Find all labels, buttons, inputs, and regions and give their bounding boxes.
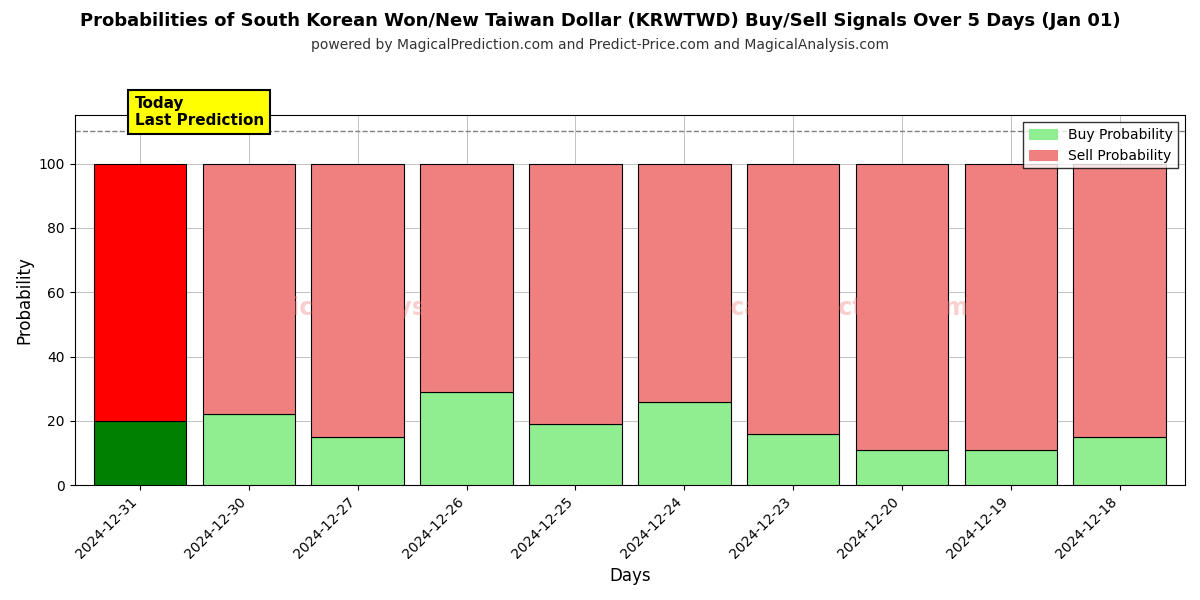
Bar [420, 392, 512, 485]
Text: MagicalPrediction.com: MagicalPrediction.com [667, 296, 970, 320]
Y-axis label: Probability: Probability [16, 256, 34, 344]
Text: MagicalAnalysis.com: MagicalAnalysis.com [236, 296, 512, 320]
Bar [203, 415, 295, 485]
Bar [420, 164, 512, 392]
Bar [1074, 164, 1166, 437]
Bar [965, 164, 1057, 450]
Bar [638, 164, 731, 401]
Bar [746, 434, 839, 485]
Text: powered by MagicalPrediction.com and Predict-Price.com and MagicalAnalysis.com: powered by MagicalPrediction.com and Pre… [311, 38, 889, 52]
Bar [529, 164, 622, 424]
Text: Today
Last Prediction: Today Last Prediction [134, 96, 264, 128]
Bar [94, 164, 186, 421]
X-axis label: Days: Days [610, 567, 650, 585]
Bar [94, 421, 186, 485]
Bar [638, 401, 731, 485]
Bar [746, 164, 839, 434]
Legend: Buy Probability, Sell Probability: Buy Probability, Sell Probability [1024, 122, 1178, 169]
Bar [312, 437, 404, 485]
Bar [965, 450, 1057, 485]
Bar [312, 164, 404, 437]
Bar [1074, 437, 1166, 485]
Bar [203, 164, 295, 415]
Bar [856, 450, 948, 485]
Bar [856, 164, 948, 450]
Text: Probabilities of South Korean Won/New Taiwan Dollar (KRWTWD) Buy/Sell Signals Ov: Probabilities of South Korean Won/New Ta… [79, 12, 1121, 30]
Bar [529, 424, 622, 485]
